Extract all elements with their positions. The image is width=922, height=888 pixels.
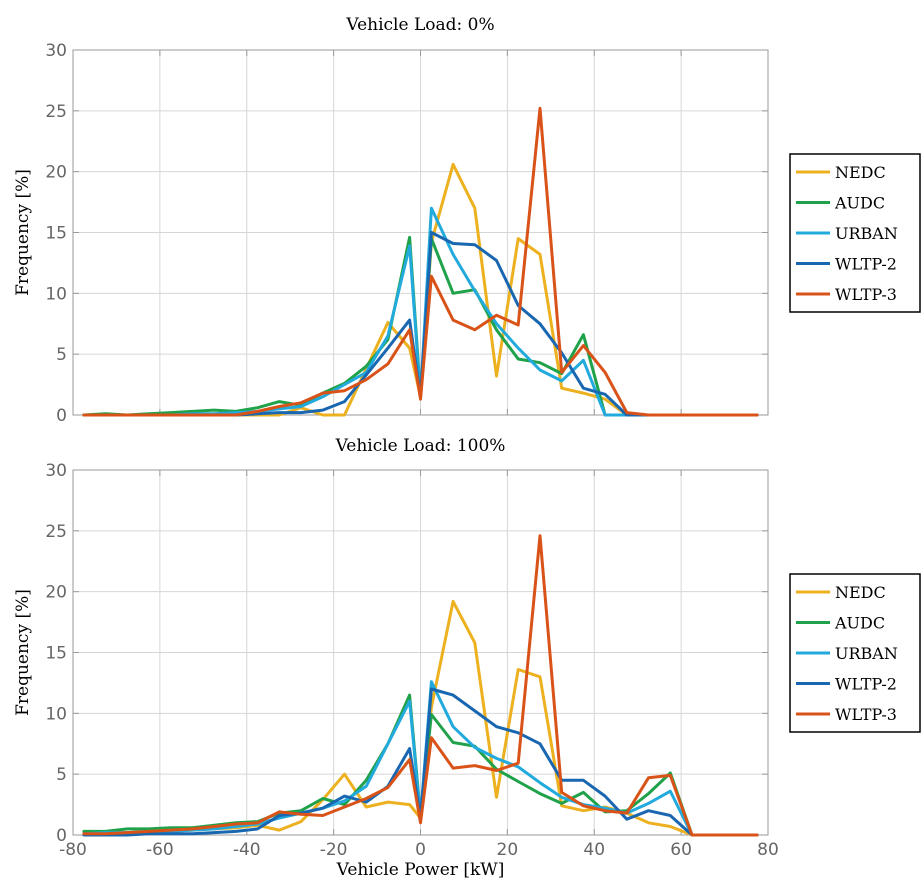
x-tick-label: -40 <box>233 840 261 860</box>
y-axis-label: Frequency [%] <box>13 589 33 716</box>
y-tick-label: 0 <box>56 826 67 846</box>
series-line-wltp-3 <box>82 534 759 837</box>
y-tick-label: 10 <box>45 704 67 724</box>
y-tick-label: 20 <box>45 583 67 603</box>
legend-entry: URBAN <box>835 224 898 243</box>
y-tick-label: 30 <box>45 461 67 481</box>
y-tick-label: 5 <box>56 765 67 785</box>
legend-entry: NEDC <box>835 583 886 602</box>
chart-title: Vehicle Load: 100% <box>335 436 506 456</box>
y-axis-label: Frequency [%] <box>13 169 33 296</box>
chart-title: Vehicle Load: 0% <box>345 15 494 35</box>
legend-entry: WLTP-2 <box>835 255 897 274</box>
y-tick-label: 10 <box>45 284 67 304</box>
legend-entry: AUDC <box>834 614 885 633</box>
x-axis-label: Vehicle Power [kW] <box>336 860 505 880</box>
legend: NEDC AUDC URBAN WLTP-2 WLTP-3 <box>789 573 921 733</box>
x-tick-label: 60 <box>670 840 692 860</box>
y-tick-label: 0 <box>56 406 67 426</box>
chart-panel-2: 0 5 10 15 20 25 30 -80 -60 -40 -20 0 20 40 60 80 Vehicle… <box>13 436 921 880</box>
x-tick-label: -20 <box>320 840 348 860</box>
x-tick-label: 80 <box>757 840 779 860</box>
y-tick-label: 25 <box>45 102 67 122</box>
series-line-wltp-3 <box>82 106 759 417</box>
legend-entry: URBAN <box>835 644 898 663</box>
x-tick-label: -80 <box>59 840 87 860</box>
y-tick-label: 15 <box>45 224 67 244</box>
legend-entry: WLTP-3 <box>835 285 897 304</box>
x-tick-label: -60 <box>146 840 174 860</box>
legend-entry: AUDC <box>834 194 885 213</box>
legend-entry: WLTP-3 <box>835 705 897 724</box>
grid-lines <box>72 49 769 416</box>
y-tick-label: 15 <box>45 644 67 664</box>
y-tick-label: 30 <box>45 41 67 61</box>
legend: NEDC AUDC URBAN WLTP-2 WLTP-3 <box>789 153 921 313</box>
x-tick-label: 0 <box>415 840 426 860</box>
x-tick-label: 40 <box>583 840 605 860</box>
legend-entry: NEDC <box>835 163 886 182</box>
legend-entry: WLTP-2 <box>835 675 897 694</box>
y-tick-label: 20 <box>45 163 67 183</box>
y-tick-label: 25 <box>45 522 67 542</box>
chart-panel-1: 0 5 10 15 20 25 30 Vehicle Load: 0% Frequency [%… <box>13 15 921 426</box>
y-tick-label: 5 <box>56 345 67 365</box>
x-tick-label: 20 <box>497 840 519 860</box>
